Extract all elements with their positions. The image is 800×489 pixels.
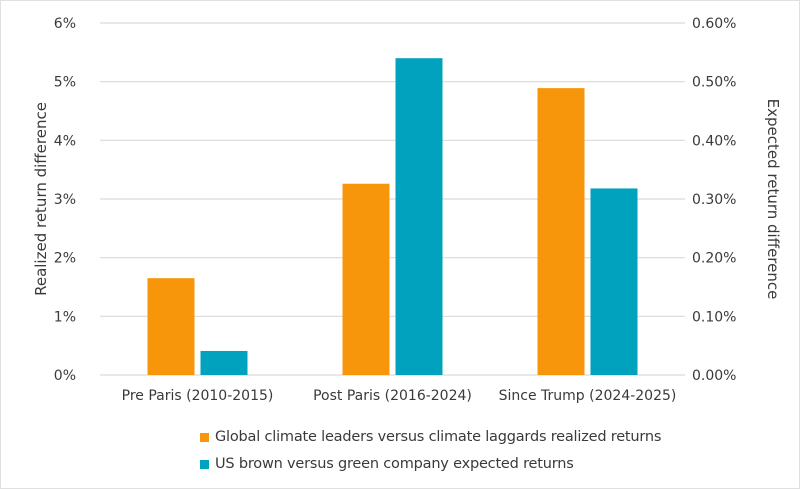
left-tick-label: 4% [54, 133, 76, 149]
right-axis-title: Expected return difference [764, 99, 782, 300]
legend-item-realized: Global climate leaders versus climate la… [200, 429, 661, 445]
legend-swatch-teal [200, 459, 209, 469]
right-tick-label: 0.50% [692, 75, 736, 91]
bar-expected [395, 58, 443, 375]
legend-item-expected: US brown versus green company expected r… [200, 456, 574, 472]
right-tick-label: 0.20% [692, 251, 736, 267]
category-label: Since Trump (2024-2025) [499, 388, 677, 404]
left-tick-label: 1% [54, 309, 76, 325]
legend-label: US brown versus green company expected r… [215, 456, 574, 472]
category-label: Pre Paris (2010-2015) [122, 388, 274, 404]
left-tick-label: 5% [54, 75, 76, 91]
category-label: Post Paris (2016-2024) [313, 388, 472, 404]
left-tick-label: 2% [54, 251, 76, 267]
right-tick-label: 0.00% [692, 368, 736, 384]
right-tick-label: 0.40% [692, 133, 736, 149]
legend-swatch-orange [200, 432, 209, 442]
left-axis-title: Realized return difference [32, 102, 50, 296]
bar-realized [342, 183, 390, 375]
bar-expected [200, 350, 248, 375]
left-tick-label: 6% [54, 16, 76, 32]
legend-label: Global climate leaders versus climate la… [215, 429, 662, 445]
bar-realized [147, 278, 195, 375]
bar-realized [537, 88, 585, 376]
left-tick-label: 3% [54, 192, 76, 208]
left-tick-label: 0% [54, 368, 76, 384]
right-tick-label: 0.30% [692, 192, 736, 208]
bar-expected [590, 188, 638, 375]
right-tick-label: 0.10% [692, 309, 736, 325]
right-tick-label: 0.60% [692, 16, 736, 32]
